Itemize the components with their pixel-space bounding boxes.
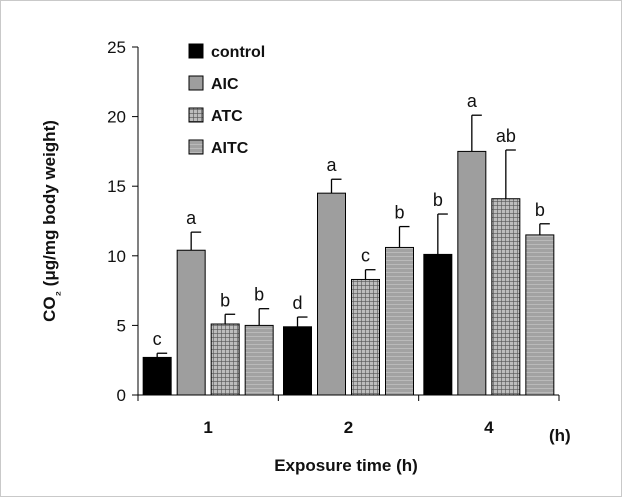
bar xyxy=(317,192,346,396)
bar xyxy=(457,150,487,396)
axis-labels: Exposure time (h) (h) CO₂ (μg/mg body we… xyxy=(40,120,571,475)
legend-label: AITC xyxy=(211,140,249,157)
significance-letter: b xyxy=(254,285,264,305)
y-tick-label: 5 xyxy=(117,316,126,335)
significance-letter: a xyxy=(186,208,197,228)
bar xyxy=(491,198,521,396)
legend-swatch xyxy=(188,75,204,91)
bar xyxy=(351,278,380,396)
y-tick-label: 0 xyxy=(117,386,126,405)
bar xyxy=(176,249,206,396)
y-axis-title: CO₂ (μg/mg body weight) xyxy=(40,120,63,322)
significance-letter: a xyxy=(326,155,337,175)
legend-swatch xyxy=(188,43,204,59)
significance-letter: b xyxy=(394,203,404,223)
bar xyxy=(283,326,312,396)
legend-label: AIC xyxy=(211,76,239,93)
x-axis-unit: (h) xyxy=(549,426,571,445)
bar xyxy=(210,323,240,396)
legend-label: ATC xyxy=(211,108,243,125)
significance-letter: c xyxy=(153,329,162,349)
bar xyxy=(244,324,274,396)
bar xyxy=(385,246,414,396)
legend-swatch xyxy=(188,107,204,123)
axes: 0 5 10 15 20 25 1 2 4 xyxy=(107,38,560,437)
y-tick-label: 10 xyxy=(107,247,126,266)
y-tick-label: 20 xyxy=(107,108,126,127)
significance-letter: a xyxy=(467,91,478,111)
legend: control AIC ATC AITC xyxy=(188,43,265,157)
significance-letter: d xyxy=(292,293,302,313)
bar xyxy=(142,356,172,396)
y-tick-label: 15 xyxy=(107,177,126,196)
significance-letter: b xyxy=(220,290,230,310)
significance-letter: ab xyxy=(496,126,516,146)
bar xyxy=(525,234,555,396)
x-tick-label: 2 xyxy=(344,418,353,437)
y-tick-label: 25 xyxy=(107,38,126,57)
x-tick-label: 4 xyxy=(484,418,494,437)
bar xyxy=(423,253,453,396)
x-axis-title: Exposure time (h) xyxy=(274,456,418,475)
legend-swatch xyxy=(188,139,204,155)
significance-letter: b xyxy=(433,190,443,210)
significance-letter: c xyxy=(361,246,370,266)
legend-label: control xyxy=(211,44,265,61)
x-tick-label: 1 xyxy=(203,418,212,437)
significance-letter: b xyxy=(535,200,545,220)
